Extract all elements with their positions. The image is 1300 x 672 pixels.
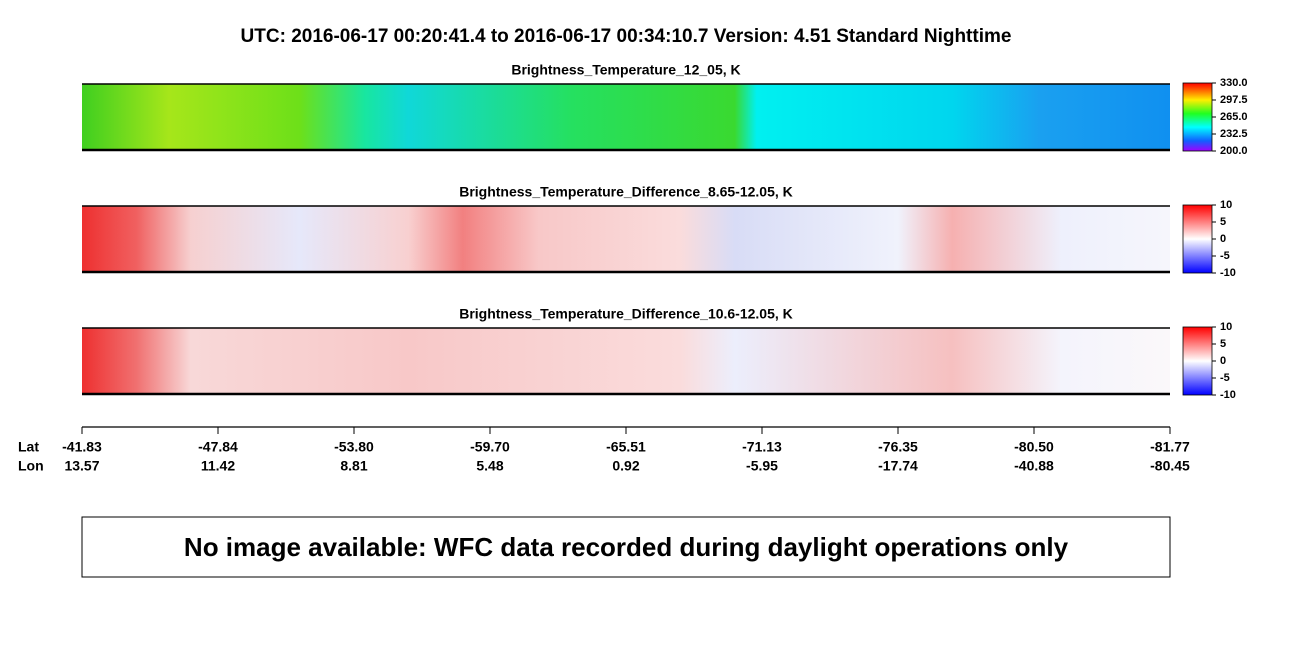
lat-value: -47.84: [198, 439, 238, 455]
colorbar-label: 200.0: [1220, 145, 1248, 157]
heatmap: [82, 84, 1170, 150]
lat-value: -65.51: [606, 439, 646, 455]
lat-label: Lat: [18, 439, 39, 455]
lat-value: -59.70: [470, 439, 510, 455]
colorbar-label: 5: [1220, 338, 1226, 350]
colorbar-label: 232.5: [1220, 128, 1248, 140]
lon-value: 11.42: [201, 458, 235, 474]
panel-title: Brightness_Temperature_12_05, K: [511, 62, 740, 78]
panel-title: Brightness_Temperature_Difference_10.6-1…: [459, 306, 793, 322]
heatmap: [82, 328, 1170, 394]
lat-value: -76.35: [878, 439, 918, 455]
colorbar-label: 265.0: [1220, 111, 1248, 123]
lon-label: Lon: [18, 458, 44, 474]
lon-value: 13.57: [64, 458, 99, 474]
colorbar-label: 0: [1220, 233, 1226, 245]
lon-value: -17.74: [878, 458, 918, 474]
heatmap: [82, 206, 1170, 272]
colorbar-label: 5: [1220, 216, 1226, 228]
lon-value: -40.88: [1014, 458, 1054, 474]
lat-value: -41.83: [62, 439, 102, 455]
message: No image available: WFC data recorded du…: [184, 532, 1069, 562]
message-box: [81, 516, 1171, 578]
colorbar: [1182, 82, 1213, 152]
lat-value: -80.50: [1014, 439, 1054, 455]
lat-value: -81.77: [1150, 439, 1190, 455]
panel-title: Brightness_Temperature_Difference_8.65-1…: [459, 184, 793, 200]
colorbar: [1182, 326, 1213, 396]
colorbar-label: -5: [1220, 372, 1230, 384]
colorbar-label: -10: [1220, 389, 1236, 401]
lon-value: -80.45: [1150, 458, 1190, 474]
colorbar-label: 0: [1220, 355, 1226, 367]
colorbar-label: -5: [1220, 250, 1230, 262]
colorbar: [1182, 204, 1213, 274]
lon-value: 0.92: [612, 458, 639, 474]
title: UTC: 2016-06-17 00:20:41.4 to 2016-06-17…: [241, 26, 1012, 47]
lon-value: -5.95: [746, 458, 778, 474]
lat-value: -71.13: [742, 439, 782, 455]
colorbar-label: 330.0: [1220, 77, 1248, 89]
colorbar-label: 297.5: [1220, 94, 1248, 106]
lon-value: 8.81: [340, 458, 367, 474]
colorbar-label: -10: [1220, 267, 1236, 279]
colorbar-label: 10: [1220, 321, 1232, 333]
lon-value: 5.48: [476, 458, 503, 474]
colorbar-label: 10: [1220, 199, 1232, 211]
lat-value: -53.80: [334, 439, 374, 455]
